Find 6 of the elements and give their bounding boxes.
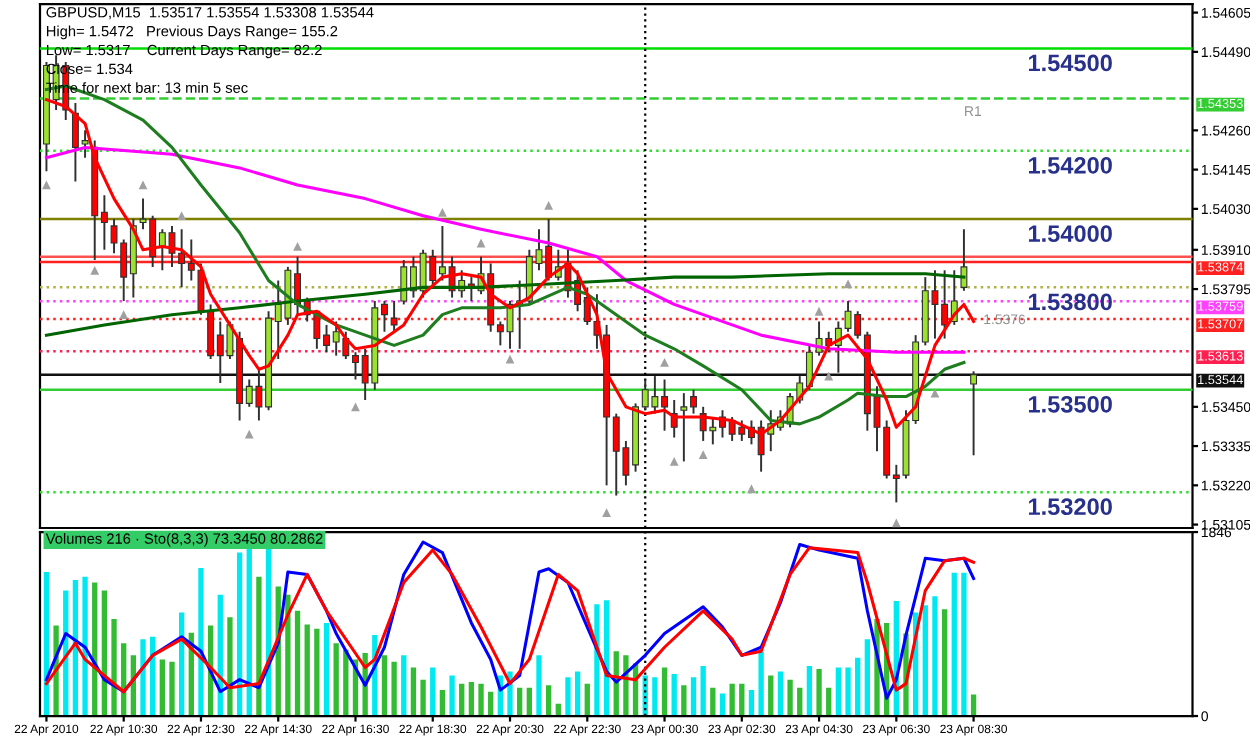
annotation: 1.54500 [1028, 54, 1112, 72]
annotation: 1.53500 [1028, 395, 1112, 413]
annotation: 1.54000 [1028, 225, 1112, 242]
annotation: 1.53800 [1028, 293, 1112, 311]
annotation: 1.53200 [1028, 498, 1112, 516]
annotation: 1.54200 [1028, 157, 1112, 174]
